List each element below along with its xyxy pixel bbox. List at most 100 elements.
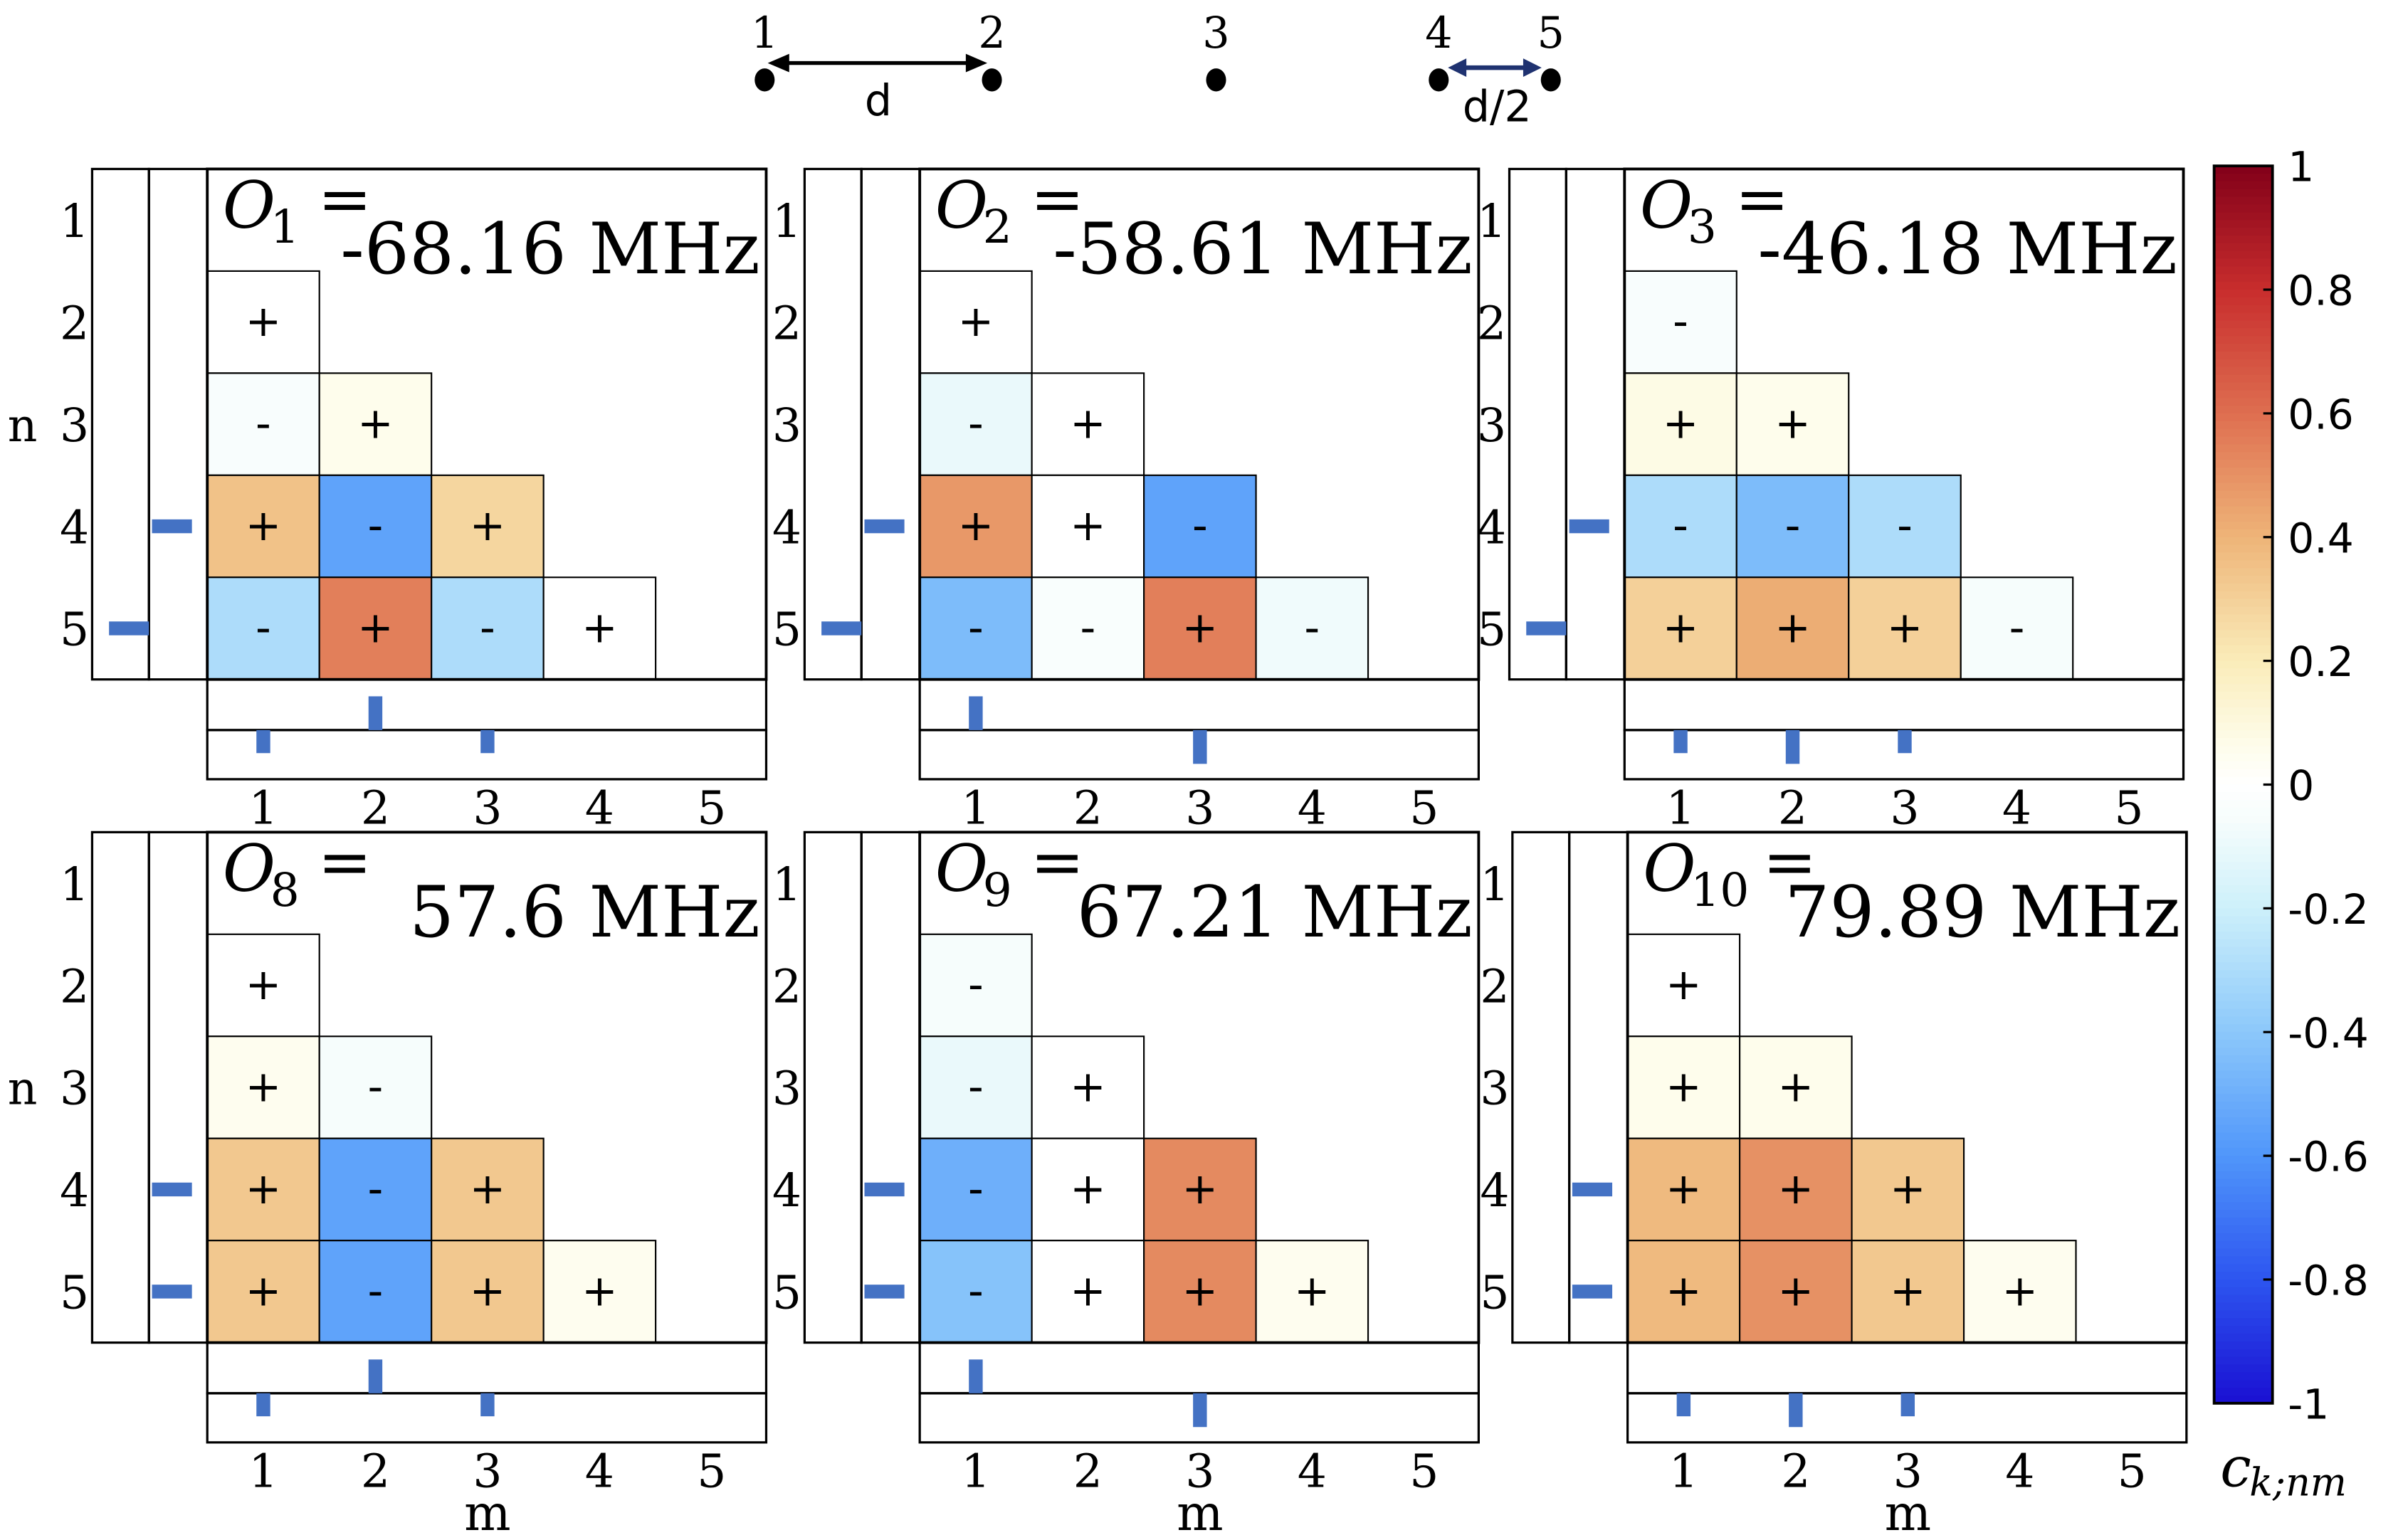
x-tick-label: 4 bbox=[2002, 782, 2031, 835]
heatmap-cell bbox=[919, 1240, 1033, 1344]
panel-title-symbol: O bbox=[1640, 168, 1693, 243]
panel-title-subscript: 9 bbox=[983, 864, 1012, 917]
colorbar-segment bbox=[2214, 614, 2273, 623]
diagram-point-label: 1 bbox=[751, 9, 778, 58]
x-tick-label: 1 bbox=[1669, 1445, 1698, 1498]
colorbar-segment bbox=[2214, 382, 2273, 391]
panel-title-value: 67.21 MHz bbox=[1077, 872, 1473, 954]
x-tick-label: 1 bbox=[248, 1445, 278, 1498]
colorbar-segment bbox=[2214, 220, 2273, 229]
colorbar-segment bbox=[2214, 1040, 2273, 1049]
colorbar-segment bbox=[2214, 320, 2273, 329]
heatmap-cell bbox=[1624, 474, 1737, 579]
colorbar-segment bbox=[2214, 576, 2273, 585]
bottom-bar bbox=[1898, 729, 1912, 754]
x-tick-label: 4 bbox=[585, 1445, 614, 1498]
colorbar-segment bbox=[2214, 591, 2273, 600]
cell-sign: - bbox=[968, 1164, 984, 1214]
y-tick-label: 4 bbox=[60, 501, 89, 554]
colorbar-segment bbox=[2214, 924, 2273, 933]
colorbar-segment bbox=[2214, 1349, 2273, 1358]
x-tick-label: 3 bbox=[473, 1445, 502, 1498]
left-bar-strip-inner bbox=[1568, 830, 1629, 1344]
heatmap-cell bbox=[318, 1137, 433, 1242]
x-tick-label: 1 bbox=[961, 1445, 990, 1498]
bottom-bar bbox=[256, 729, 270, 754]
bottom-bar-strip-top bbox=[1623, 678, 2185, 732]
cell-sign: + bbox=[1774, 603, 1811, 653]
y-tick-label: 5 bbox=[1477, 603, 1506, 657]
colorbar-segment bbox=[2214, 738, 2273, 747]
y-axis-label: n bbox=[8, 1062, 38, 1116]
colorbar-segment bbox=[2214, 877, 2273, 887]
colorbar-segment bbox=[2214, 1302, 2273, 1312]
cell-sign: - bbox=[1785, 501, 1801, 551]
colorbar-segment bbox=[2214, 699, 2273, 709]
left-bar bbox=[152, 1285, 192, 1299]
colorbar-segment bbox=[2214, 1140, 2273, 1149]
y-tick-label: 2 bbox=[1480, 960, 1509, 1013]
colorbar-segment bbox=[2214, 583, 2273, 593]
colorbar-segment bbox=[2214, 854, 2273, 863]
heatmap-cell bbox=[431, 474, 545, 579]
cell-sign: + bbox=[1778, 1062, 1814, 1112]
diagram-point-label: 3 bbox=[1202, 9, 1229, 58]
colorbar-tick-label: -1 bbox=[2288, 1380, 2329, 1428]
x-tick-label: 5 bbox=[1409, 1445, 1439, 1498]
panel-title-symbol: O bbox=[935, 831, 988, 906]
cell-sign: + bbox=[1663, 399, 1699, 449]
bottom-bar bbox=[256, 1393, 270, 1417]
cell-sign: - bbox=[968, 960, 984, 1010]
left-bar-strip-inner bbox=[860, 167, 921, 681]
panel-title-subscript: 2 bbox=[983, 201, 1012, 254]
heatmap-cell bbox=[1851, 1240, 1965, 1344]
colorbar-segment bbox=[2214, 970, 2273, 979]
colorbar-segment bbox=[2214, 754, 2273, 763]
colorbar-segment bbox=[2214, 870, 2273, 879]
colorbar-segment bbox=[2214, 1055, 2273, 1064]
colorbar-segment bbox=[2214, 1272, 2273, 1281]
cell-sign: - bbox=[368, 1062, 384, 1112]
x-tick-label: 4 bbox=[1298, 782, 1327, 835]
heatmap-cell bbox=[1624, 372, 1737, 476]
colorbar-segment bbox=[2214, 838, 2273, 848]
colorbar-label: c bbox=[2220, 1435, 2251, 1499]
panel-title-equals: = bbox=[318, 826, 372, 900]
cell-sign: + bbox=[1182, 603, 1219, 653]
x-tick-label: 3 bbox=[1185, 782, 1214, 835]
colorbar-segment bbox=[2214, 181, 2273, 191]
x-tick-label: 2 bbox=[1781, 1445, 1810, 1498]
panel-title-symbol: O bbox=[935, 168, 988, 243]
cell-sign: - bbox=[968, 603, 984, 653]
heatmap-cell bbox=[1626, 1240, 1741, 1344]
left-bar-strip-outer bbox=[803, 830, 863, 1344]
colorbar-segment bbox=[2214, 776, 2273, 786]
colorbar-segment bbox=[2214, 1194, 2273, 1203]
colorbar-segment bbox=[2214, 1132, 2273, 1141]
bottom-bar bbox=[368, 696, 383, 730]
heatmap-cell bbox=[318, 372, 433, 476]
colorbar-tick-label: 1 bbox=[2288, 143, 2314, 191]
colorbar-segment bbox=[2214, 258, 2273, 268]
cell-sign: + bbox=[470, 501, 506, 551]
colorbar-segment bbox=[2214, 1186, 2273, 1196]
bottom-bar-strip-top bbox=[918, 1341, 1480, 1395]
panel-O10: + + + + + + + + + +1 2 3 4 5 1 2 3 4 5 m O10 =79.89 MHz bbox=[1480, 826, 2188, 1540]
colorbar-segment bbox=[2214, 460, 2273, 469]
colorbar-segment bbox=[2214, 784, 2273, 793]
colorbar-segment bbox=[2214, 1364, 2273, 1373]
colorbar-segment bbox=[2214, 993, 2273, 1003]
cell-sign: + bbox=[1294, 1266, 1330, 1316]
colorbar-segment bbox=[2214, 939, 2273, 948]
colorbar-segment bbox=[2214, 761, 2273, 771]
colorbar-segment bbox=[2214, 166, 2273, 175]
x-tick-label: 2 bbox=[361, 1445, 390, 1498]
colorbar-tick-label: 0.2 bbox=[2288, 638, 2354, 686]
panel-title-equals: = bbox=[1030, 826, 1084, 900]
colorbar-segment bbox=[2214, 1047, 2273, 1057]
heatmap-cell bbox=[1960, 576, 2074, 680]
cell-sign: - bbox=[1192, 501, 1208, 551]
colorbar-tick-label: 0.6 bbox=[2288, 390, 2354, 438]
colorbar-tick-label: -0.8 bbox=[2288, 1257, 2369, 1305]
y-tick-label: 3 bbox=[772, 1062, 801, 1116]
